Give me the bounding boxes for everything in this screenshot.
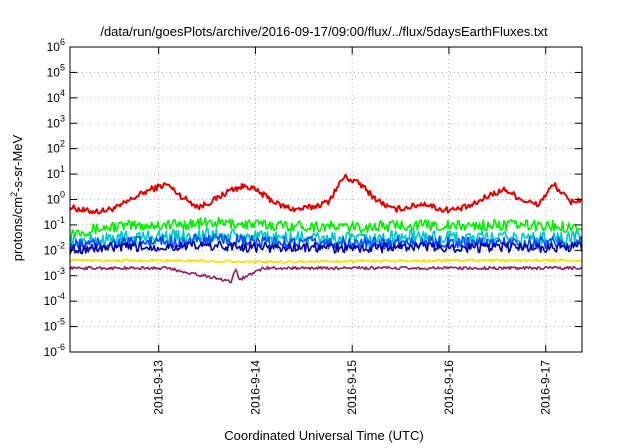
y-tick-label: 102	[47, 139, 65, 156]
y-tick-base: 10	[47, 193, 61, 207]
y-tick-base: 10	[44, 218, 58, 232]
y-tick-label: 101	[47, 164, 65, 181]
grid	[70, 47, 582, 352]
y-tick-base: 10	[47, 142, 61, 156]
y-tick-exp: -4	[57, 291, 65, 301]
y-tick-label: 106	[47, 37, 65, 54]
chart-title: /data/run/goesPlots/archive/2016-09-17/0…	[100, 24, 548, 39]
y-axis-label-sup: 2	[9, 192, 19, 197]
y-tick-label: 100	[47, 190, 65, 207]
series-line	[69, 265, 583, 284]
y-tick-exp: 6	[60, 37, 65, 47]
x-tick-label: 2016-9-16	[442, 360, 456, 415]
y-tick-exp: 5	[60, 62, 65, 72]
series-line	[69, 173, 583, 215]
y-tick-exp: 4	[60, 88, 65, 98]
y-tick-label: 10-6	[44, 342, 65, 359]
y-tick-label: 10-5	[44, 317, 65, 334]
y-tick-base: 10	[44, 294, 58, 308]
y-tick-base: 10	[44, 269, 58, 283]
y-tick-exp: -5	[57, 317, 65, 327]
y-tick-label: 103	[47, 113, 65, 130]
y-tick-exp: -3	[57, 266, 65, 276]
y-tick-exp: 2	[60, 139, 65, 149]
series-line	[69, 240, 583, 255]
y-axis: 10-610-510-410-310-210-11001011021031041…	[44, 37, 582, 359]
x-tick-label: 2016-9-15	[345, 360, 359, 415]
x-axis-label: Coordinated Universal Time (UTC)	[224, 428, 423, 443]
y-tick-base: 10	[44, 345, 58, 359]
x-tick-label: 2016-9-13	[152, 360, 166, 415]
y-tick-base: 10	[47, 116, 61, 130]
y-tick-base: 10	[47, 91, 61, 105]
series-layer	[69, 173, 583, 284]
y-tick-exp: 3	[60, 113, 65, 123]
series-line	[69, 233, 583, 253]
y-tick-base: 10	[47, 65, 61, 79]
y-tick-exp: -1	[57, 215, 65, 225]
y-tick-label: 104	[47, 88, 65, 105]
y-tick-label: 10-4	[44, 291, 65, 308]
series-line	[69, 216, 583, 239]
y-tick-exp: -2	[57, 240, 65, 250]
y-axis-label: protons/cm2-s-sr-MeV	[9, 134, 25, 261]
y-axis-label-rest: -s-sr-MeV	[10, 134, 25, 191]
y-tick-label: 105	[47, 62, 65, 79]
y-tick-label: 10-1	[44, 215, 65, 232]
y-tick-exp: 1	[60, 164, 65, 174]
y-tick-label: 10-3	[44, 266, 65, 283]
x-tick-label: 2016-9-17	[539, 360, 553, 415]
series-line	[69, 258, 583, 264]
y-axis-label-base: protons/cm	[10, 197, 25, 261]
y-tick-base: 10	[47, 40, 61, 54]
x-tick-label: 2016-9-14	[248, 360, 262, 415]
series-line	[69, 227, 583, 251]
y-tick-label: 10-2	[44, 240, 65, 257]
y-tick-base: 10	[44, 320, 58, 334]
x-axis: 2016-9-13 2016-9-14 2016-9-15 2016-9-16 2016…	[152, 47, 553, 415]
y-tick-exp: 0	[60, 190, 65, 200]
y-tick-base: 10	[47, 167, 61, 181]
y-tick-base: 10	[44, 243, 58, 257]
y-tick-exp: -6	[57, 342, 65, 352]
